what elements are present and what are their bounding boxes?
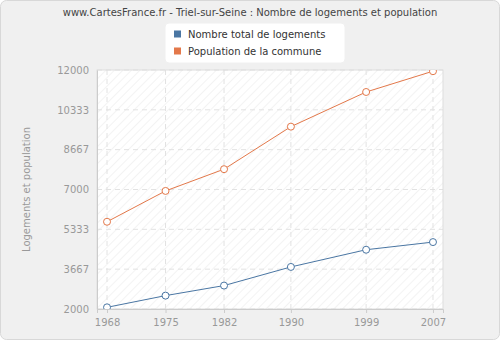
series-line: [107, 242, 433, 307]
y-axis-title: Logements et population: [21, 127, 32, 252]
tick-label: 12000: [57, 65, 89, 76]
tick-label: 2007: [421, 317, 446, 328]
tick-label: 1975: [153, 317, 178, 328]
point: [221, 282, 228, 289]
tick: 3667: [64, 264, 97, 275]
grid-line: [97, 269, 443, 270]
tick: 7000: [64, 184, 97, 195]
axis-line: [98, 310, 444, 314]
chart: 2000366753337000866710333120001968197519…: [0, 0, 500, 340]
tick: 12000: [57, 65, 97, 76]
tick-mark: [224, 309, 225, 313]
axis-line: [97, 71, 98, 310]
grid: [97, 70, 443, 309]
grid-line: [97, 149, 443, 150]
tick-label: 2000: [64, 304, 89, 315]
tick-label: 8667: [64, 144, 89, 155]
tick: 1999: [354, 309, 379, 328]
point: [221, 166, 228, 173]
tick-mark: [366, 309, 367, 313]
grid-line: [97, 189, 443, 190]
legend-swatch: [174, 48, 181, 55]
tick-mark: [166, 309, 167, 313]
grid-line: [97, 229, 443, 230]
grid-line: [290, 70, 291, 309]
y-axis: 2000 3667 5333 7000 8667 10333 12000: [57, 65, 97, 315]
tick: 5333: [64, 224, 97, 235]
point: [429, 70, 436, 75]
point: [162, 292, 169, 299]
tick: 1982: [212, 309, 237, 328]
tick: 10333: [57, 105, 97, 116]
legend-label: Nombre total de logements: [188, 29, 325, 40]
tick-label: 1990: [279, 317, 304, 328]
tick: 8667: [64, 144, 97, 155]
point: [429, 239, 436, 246]
grid-line: [97, 109, 443, 110]
plot-area: [97, 70, 443, 309]
tick-label: 1968: [95, 317, 120, 328]
series-group: [104, 70, 437, 309]
tick-label: 5333: [64, 224, 89, 235]
grid-line: [366, 70, 367, 309]
title: www.CartesFrance.fr - Triel-sur-Seine : …: [63, 7, 438, 18]
tick-label: 7000: [64, 184, 89, 195]
tick-mark: [107, 309, 108, 313]
grid-line: [224, 70, 225, 309]
tick: 1975: [153, 309, 178, 328]
legend-swatch: [174, 31, 181, 38]
tick-mark: [291, 309, 292, 313]
legend: Nombre total de logements Population de l…: [165, 23, 345, 63]
tick: 1990: [279, 309, 304, 328]
point: [104, 218, 111, 225]
tick-label: 1999: [354, 317, 379, 328]
x-axis: 1968 1975 1982 1990 1999 2007: [95, 309, 446, 328]
legend-box: [165, 23, 345, 63]
point: [162, 187, 169, 194]
series-line: [107, 71, 433, 222]
grid-line: [107, 70, 108, 309]
background: [1, 1, 500, 340]
plot-frame: [97, 70, 443, 309]
tick-mark: [433, 309, 434, 313]
tick: 2007: [421, 309, 446, 328]
tick: 1968: [95, 309, 120, 328]
tick-label: 3667: [64, 264, 89, 275]
point: [287, 263, 294, 270]
point: [363, 88, 370, 95]
point: [104, 304, 111, 309]
legend-label: Population de la commune: [188, 46, 321, 57]
tick: 2000: [64, 304, 97, 315]
point: [363, 246, 370, 253]
tick-label: 1982: [212, 317, 237, 328]
point: [287, 123, 294, 130]
grid-line: [432, 70, 433, 309]
tick-label: 10333: [57, 105, 89, 116]
